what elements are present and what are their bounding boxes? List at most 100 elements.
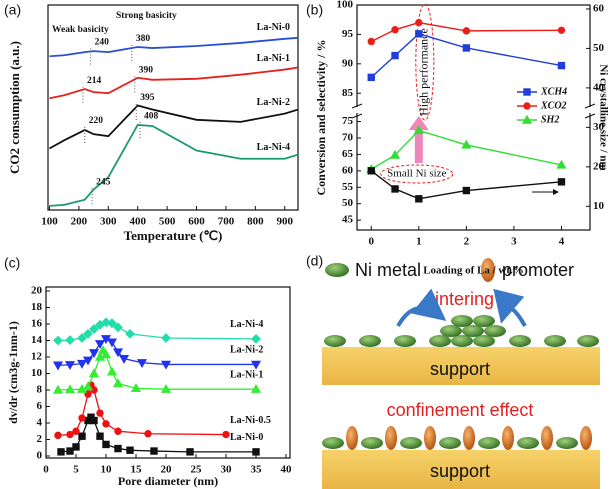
point [391, 185, 399, 193]
ni-particle [325, 263, 349, 277]
point [114, 427, 122, 435]
peak-label: 390 [139, 66, 154, 76]
y-tick-label: 6 [37, 400, 43, 412]
ni-particle [517, 437, 539, 449]
point [54, 431, 62, 440]
x-tick-label: 2 [464, 236, 470, 248]
peak-label: 395 [140, 93, 155, 103]
ni-particles [324, 315, 599, 347]
x-tick-label: 15 [131, 464, 143, 476]
y-axis-label: dv/dr (cm3g-1nm-1) [6, 321, 20, 424]
point [77, 333, 87, 343]
point [367, 73, 375, 82]
y-tick-label: 0 [37, 450, 43, 462]
point [102, 420, 110, 428]
point [557, 61, 566, 70]
highlight [380, 164, 454, 184]
point [415, 195, 423, 203]
series-label: La-Ni-1 [230, 369, 263, 380]
point [556, 159, 567, 169]
ni-particle [451, 315, 473, 327]
y-tick-label: 90 [342, 57, 354, 69]
x-tick-label: 4 [559, 236, 565, 248]
panel-label: (c) [4, 255, 20, 271]
x-tick-label: 20 [161, 464, 173, 476]
ni-particle [451, 335, 473, 347]
y2-tick-label: 10 [593, 200, 605, 212]
series-label: La-Ni-2 [230, 345, 263, 356]
x-tick-label: 200 [71, 216, 88, 228]
point [57, 448, 65, 456]
y-tick-label: 2 [37, 433, 43, 445]
legend-label: promoter [502, 260, 574, 280]
point [130, 383, 142, 393]
ni-particle [509, 335, 531, 347]
point [78, 432, 86, 440]
y-tick-label: 10 [31, 367, 43, 379]
ni-particle [473, 335, 495, 347]
point [557, 26, 566, 34]
support [322, 347, 600, 385]
promoter-particle [481, 258, 495, 282]
point [113, 322, 123, 333]
x-tick-label: 0 [43, 464, 49, 476]
point [96, 409, 104, 417]
point [114, 444, 122, 453]
diagram-panel: (d) Ni metal promoter sintering support … [306, 253, 600, 489]
point [222, 430, 230, 439]
ni-particle [473, 315, 495, 327]
point [107, 318, 117, 329]
promoter-particle [424, 426, 436, 450]
support-label: support [430, 359, 490, 379]
series-label: La-Ni-4 [257, 142, 290, 153]
x-tick-label: 10 [101, 464, 113, 476]
y-tick-label: 14 [31, 334, 43, 346]
axis-break [351, 103, 363, 109]
ni-particle [462, 325, 484, 337]
series-line [49, 104, 299, 150]
y-tick-label: 65 [342, 148, 354, 160]
y2-tick-label: 30 [593, 121, 605, 133]
point [96, 432, 104, 440]
point [101, 317, 111, 328]
series-label: La-Ni-0 [257, 22, 290, 33]
y-axis-label: Conversion and selectivity / % [314, 40, 328, 196]
x-tick-label: 0 [369, 236, 375, 248]
annotation: Weak basicity [52, 25, 109, 35]
axis-break [351, 113, 363, 119]
x-tick-label: 1 [416, 236, 422, 248]
y-tick-label: 4 [37, 417, 43, 429]
point [557, 178, 566, 186]
peak-label: 245 [96, 177, 111, 187]
x-tick-label: 400 [129, 216, 146, 228]
confinement-label: confinement effect [387, 400, 534, 420]
x-tick-label: 3 [511, 236, 517, 248]
axis-break [584, 103, 596, 109]
point [106, 366, 118, 376]
promoter-particle [541, 426, 553, 450]
y-tick-label: 18 [31, 301, 43, 313]
promoter-particle [346, 426, 358, 450]
point [90, 416, 98, 425]
ni-particle [394, 335, 416, 347]
particles [322, 426, 592, 450]
y-tick-label: 55 [342, 181, 354, 193]
point [186, 448, 194, 456]
point [88, 368, 100, 378]
x-tick-label: 900 [277, 216, 294, 228]
ni-particle [478, 437, 500, 449]
x-tick-label: 800 [247, 216, 264, 228]
point [88, 349, 100, 359]
series-label: La-Ni-2 [257, 97, 290, 108]
point [415, 18, 423, 27]
legend-marker [523, 102, 531, 110]
legend-marker [521, 114, 533, 124]
point [136, 359, 148, 368]
ni-particle [484, 325, 506, 337]
point [391, 51, 399, 60]
y-tick-label: 16 [31, 318, 43, 330]
ni-particle [439, 437, 461, 449]
point [462, 186, 471, 195]
point [66, 430, 74, 439]
point [106, 338, 118, 348]
